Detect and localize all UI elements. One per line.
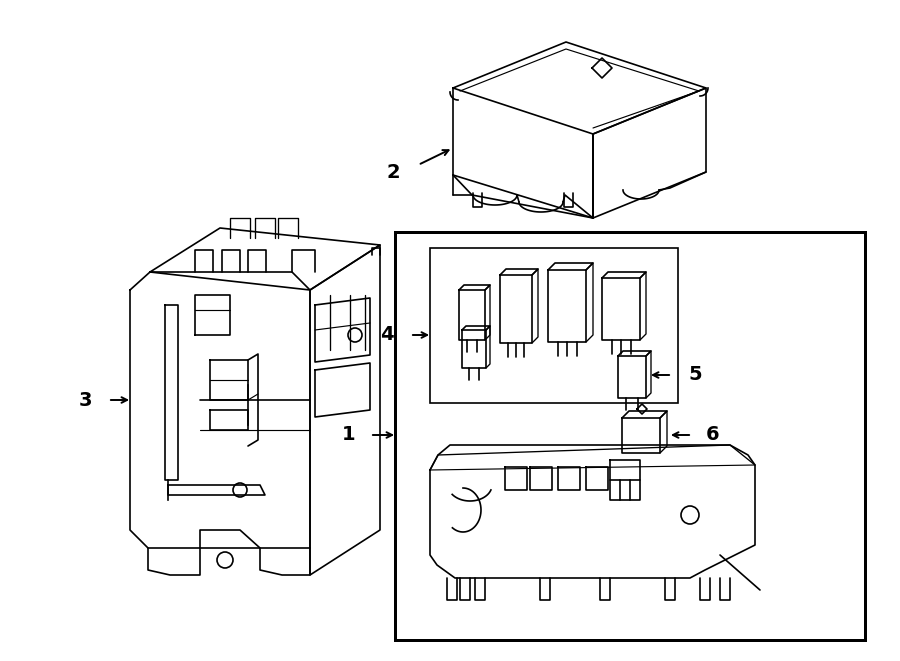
Bar bbox=[395, 232, 865, 640]
Text: 5: 5 bbox=[688, 366, 702, 385]
Text: 6: 6 bbox=[706, 426, 720, 444]
Text: 1: 1 bbox=[341, 426, 355, 444]
Text: 3: 3 bbox=[78, 391, 92, 410]
Text: 4: 4 bbox=[381, 325, 394, 344]
Bar bbox=[430, 248, 678, 403]
Text: 2: 2 bbox=[386, 163, 400, 182]
